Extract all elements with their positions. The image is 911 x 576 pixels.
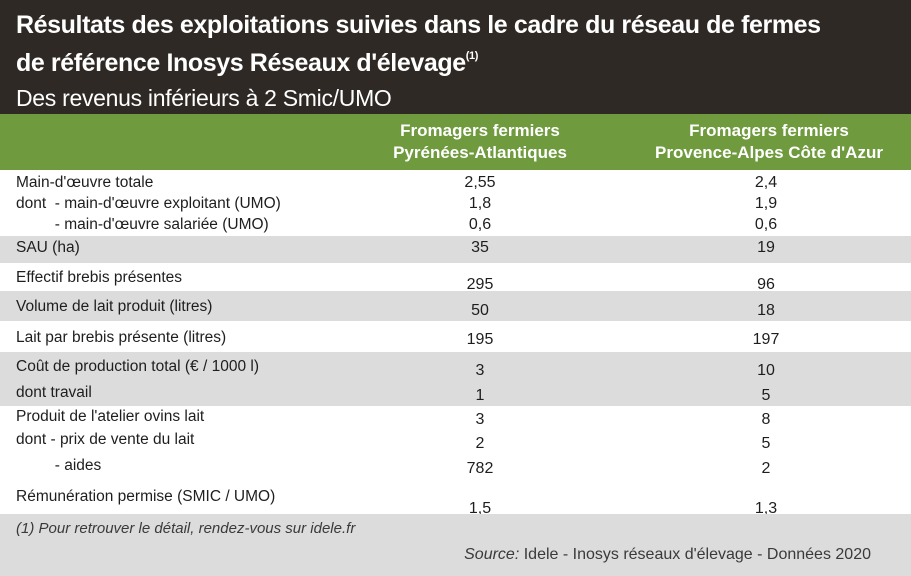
value-paca: 96 [757,276,775,293]
row-band [0,291,911,321]
column-header-line: Pyrénées-Atlantiques [393,143,567,162]
row-label: Main-d'œuvre totale [16,174,154,191]
column-header-line: Provence-Alpes Côte d'Azur [655,143,883,162]
value-paca: 8 [761,411,771,428]
table-row: Effectif brebis présentes 295 96 [0,267,911,293]
table-row: Rémunération permise (SMIC / UMO) 1,5 1,… [0,486,911,517]
value-pyrenees: 50 [471,302,489,319]
value-pyrenees: 3 [475,362,485,379]
table-row: Lait par brebis présente (litres) 195 19… [0,327,911,349]
value-pyrenees: 3 [475,411,485,428]
title-line-1: Résultats des exploitations suivies dans… [16,11,821,39]
row-label: Volume de lait produit (litres) [16,298,213,315]
value-pyrenees: 35 [471,239,489,256]
table-row: SAU (ha) 35 19 [0,237,911,259]
value-paca: 19 [757,239,775,256]
table-row: Volume de lait produit (litres) 50 18 [0,296,911,319]
column-header-line: Fromagers fermiers [400,121,560,140]
value-pyrenees: 2 [475,435,485,452]
table-row: dont - main-d'œuvre exploitant (UMO) 1,8… [0,193,911,215]
value-paca: 2 [761,460,771,477]
row-label: Rémunération permise (SMIC / UMO) [16,488,276,505]
value-paca: 2,4 [754,174,778,191]
row-label: dont travail [16,384,92,401]
table-row: Main-d'œuvre totale 2,55 2,4 [0,172,911,194]
table-row: dont travail 1 5 [0,382,911,404]
value-pyrenees: 295 [466,276,494,293]
value-paca: 1,3 [754,500,778,517]
source-label: Source: [464,546,520,563]
table-row: Produit de l'atelier ovins lait 3 8 [0,406,911,428]
row-band [0,236,911,263]
row-label: Lait par brebis présente (litres) [16,329,227,346]
row-label: - aides [16,457,102,474]
value-paca: 10 [757,362,775,379]
table-subtitle: Des revenus inférieurs à 2 Smic/UMO [16,85,392,111]
table-title: Résultats des exploitations suivies dans… [16,10,895,79]
column-header-band: Fromagers fermiers Pyrénées-Atlantiques … [0,114,911,170]
value-paca: 197 [752,331,780,348]
value-paca: 1,9 [754,195,778,212]
value-pyrenees: 195 [466,331,494,348]
value-paca: 5 [761,435,771,452]
table-footer: (1) Pour retrouver le détail, rendez-vou… [0,514,911,576]
row-band [0,352,911,406]
column-header-line: Fromagers fermiers [689,121,849,140]
footnote: (1) Pour retrouver le détail, rendez-vou… [16,520,356,537]
title-line-2: de référence Inosys Réseaux d'élevage(1) [16,41,895,79]
column-header-pyrenees: Fromagers fermiers Pyrénées-Atlantiques [330,120,630,164]
value-pyrenees: 782 [466,460,494,477]
table-row: - main-d'œuvre salariée (UMO) 0,6 0,6 [0,214,911,236]
row-label: Coût de production total (€ / 1000 l) [16,358,259,375]
row-label: SAU (ha) [16,239,80,256]
row-label: dont - prix de vente du lait [16,431,195,448]
table-row: Coût de production total (€ / 1000 l) 3 … [0,356,911,379]
table-header: Résultats des exploitations suivies dans… [0,0,911,114]
row-label: Effectif brebis présentes [16,269,182,286]
value-pyrenees: 1 [475,387,485,404]
value-pyrenees: 2,55 [464,174,496,191]
value-pyrenees: 0,6 [468,216,492,233]
table-row: - aides 782 2 [0,455,911,477]
value-paca: 5 [761,387,771,404]
row-label: dont - main-d'œuvre exploitant (UMO) [16,195,281,212]
value-paca: 0,6 [754,216,778,233]
column-header-paca: Fromagers fermiers Provence-Alpes Côte d… [626,120,911,164]
row-label: - main-d'œuvre salariée (UMO) [16,216,269,233]
source-text: Idele - Inosys réseaux d'élevage - Donné… [523,546,871,563]
title-line-2-text: de référence Inosys Réseaux d'élevage [16,49,466,77]
value-pyrenees: 1,5 [468,500,492,517]
value-paca: 18 [757,302,775,319]
row-label: Produit de l'atelier ovins lait [16,408,205,425]
table-row: dont - prix de vente du lait 2 5 [0,429,911,452]
source-line: Source: Idele - Inosys réseaux d'élevage… [464,546,871,564]
footnote-mark: (1) [465,50,479,62]
value-pyrenees: 1,8 [468,195,492,212]
